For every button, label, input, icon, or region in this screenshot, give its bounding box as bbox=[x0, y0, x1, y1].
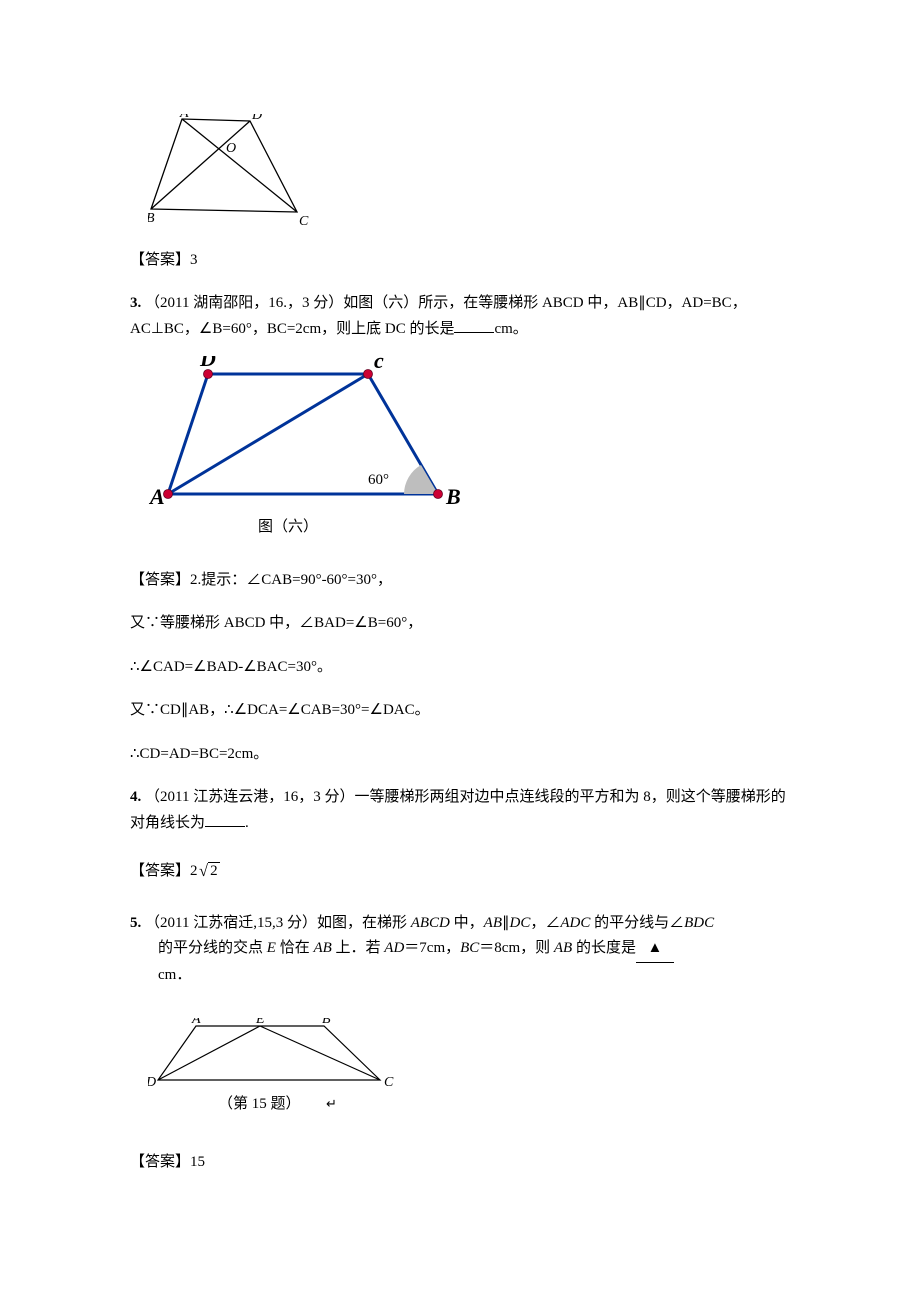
q5-ans-label: 【答案】 bbox=[130, 1154, 190, 1170]
q5-adc: ADC bbox=[560, 915, 590, 931]
q3-unit: cm。 bbox=[494, 321, 527, 337]
q5-t1a: 如图，在梯形 bbox=[317, 915, 411, 931]
q4-tail: . bbox=[245, 815, 249, 831]
q4-ans-label: 【答案】 bbox=[130, 863, 190, 879]
figure-15: A E B D C （第 15 题） ↵ bbox=[148, 1018, 790, 1128]
q5-l2d: 的长度是 bbox=[572, 940, 636, 956]
sqrt-icon: √2 bbox=[198, 856, 220, 885]
q5-E: E bbox=[267, 940, 276, 956]
q5-source: （2011 江苏宿迁,15,3 分） bbox=[145, 915, 317, 931]
answer-q2: 【答案】3 bbox=[130, 248, 790, 274]
q5-dc: DC bbox=[509, 915, 530, 931]
q3-number: 3. bbox=[130, 295, 141, 311]
q5-blank: ▲ bbox=[636, 936, 674, 963]
svg-text:C: C bbox=[384, 1075, 394, 1090]
svg-text:60°: 60° bbox=[368, 472, 389, 488]
svg-text:图（六）: 图（六） bbox=[258, 518, 318, 535]
q3-sol-l5: ∴CD=AD=BC=2cm。 bbox=[130, 742, 790, 768]
svg-text:O: O bbox=[226, 141, 236, 156]
q3-sol-l2: 又∵等腰梯形 ABCD 中，∠BAD=∠B=60°， bbox=[130, 611, 790, 637]
q5-l2c: 上．若 bbox=[332, 940, 385, 956]
q5-bdc: BDC bbox=[684, 915, 714, 931]
q5-t1c: 的平分线与∠ bbox=[590, 915, 684, 931]
answer-q5: 【答案】15 bbox=[130, 1150, 790, 1176]
q3-blank bbox=[454, 317, 494, 333]
svg-text:A: A bbox=[179, 114, 189, 121]
q3-sol-l1: 2.提示：∠CAB=90°-60°=30°， bbox=[190, 572, 392, 588]
q5-number: 5. bbox=[130, 915, 141, 931]
q5-ab: AB bbox=[484, 915, 502, 931]
q5-l2b: 恰在 bbox=[276, 940, 314, 956]
q5-AD: AD bbox=[384, 940, 404, 956]
q4-number: 4. bbox=[130, 789, 141, 805]
figure-q2-svg: A D B C O bbox=[148, 114, 313, 226]
q5-l2a: 的平分线的交点 bbox=[158, 940, 267, 956]
q5-abcd: ABCD bbox=[411, 915, 450, 931]
q3-sol-l4: 又∵CD∥AB，∴∠DCA=∠CAB=30°=∠DAC。 bbox=[130, 698, 790, 724]
answer-q4: 【答案】2√2 bbox=[130, 856, 790, 885]
svg-text:B: B bbox=[148, 211, 155, 226]
svg-text:B: B bbox=[445, 484, 461, 509]
svg-text:（第 15 题）: （第 15 题） bbox=[218, 1094, 301, 1112]
q4-blank bbox=[205, 811, 245, 827]
q3-ans-label: 【答案】 bbox=[130, 572, 190, 588]
figure-15-svg: A E B D C （第 15 题） ↵ bbox=[148, 1018, 398, 1118]
q5-eq7: ＝7cm， bbox=[404, 940, 460, 956]
q3-sol-l3: ∴∠CAD=∠BAD-∠BAC=30°。 bbox=[130, 655, 790, 681]
q4-ans-root: 2 bbox=[208, 862, 220, 879]
answer-value: 3 bbox=[190, 252, 198, 268]
svg-text:D: D bbox=[199, 356, 216, 371]
question-5: 5. （2011 江苏宿迁,15,3 分）如图，在梯形 ABCD 中，AB∥DC… bbox=[130, 911, 790, 989]
q5-t1b: 中， bbox=[450, 915, 484, 931]
figure-6-svg: Dc A B 60° 图（六） bbox=[148, 356, 468, 546]
q5-ab3: AB bbox=[554, 940, 572, 956]
q5-ang: ∠ bbox=[545, 915, 560, 931]
figure-q2: A D B C O bbox=[148, 114, 790, 236]
question-3: 3. （2011 湖南邵阳，16.，3 分）如图（六）所示，在等腰梯形 ABCD… bbox=[130, 291, 790, 342]
svg-text:c: c bbox=[374, 356, 384, 373]
q5-ab2: AB bbox=[313, 940, 331, 956]
q4-source: （2011 江苏连云港，16，3 分） bbox=[145, 789, 354, 805]
answer-label: 【答案】 bbox=[130, 252, 190, 268]
question-4: 4. （2011 江苏连云港，16，3 分）一等腰梯形两组对边中点连线段的平方和… bbox=[130, 785, 790, 836]
q5-eq8: ＝8cm，则 bbox=[479, 940, 554, 956]
q5-ans-value: 15 bbox=[190, 1154, 205, 1170]
svg-text:↵: ↵ bbox=[326, 1096, 337, 1111]
svg-text:B: B bbox=[322, 1018, 331, 1027]
q3-source: （2011 湖南邵阳，16.，3 分） bbox=[145, 295, 343, 311]
q5-BC: BC bbox=[460, 940, 479, 956]
svg-text:E: E bbox=[255, 1018, 265, 1027]
q5-comma: ， bbox=[530, 915, 545, 931]
figure-6: Dc A B 60° 图（六） bbox=[148, 356, 790, 556]
svg-text:D: D bbox=[251, 114, 262, 123]
svg-text:D: D bbox=[148, 1075, 156, 1090]
q5-unit: cm． bbox=[158, 967, 191, 983]
svg-text:C: C bbox=[299, 214, 309, 226]
q3-solution: 【答案】2.提示：∠CAB=90°-60°=30°， 又∵等腰梯形 ABCD 中… bbox=[130, 568, 790, 768]
svg-text:A: A bbox=[191, 1018, 201, 1027]
q4-ans-prefix: 2 bbox=[190, 863, 198, 879]
svg-text:A: A bbox=[148, 484, 165, 509]
